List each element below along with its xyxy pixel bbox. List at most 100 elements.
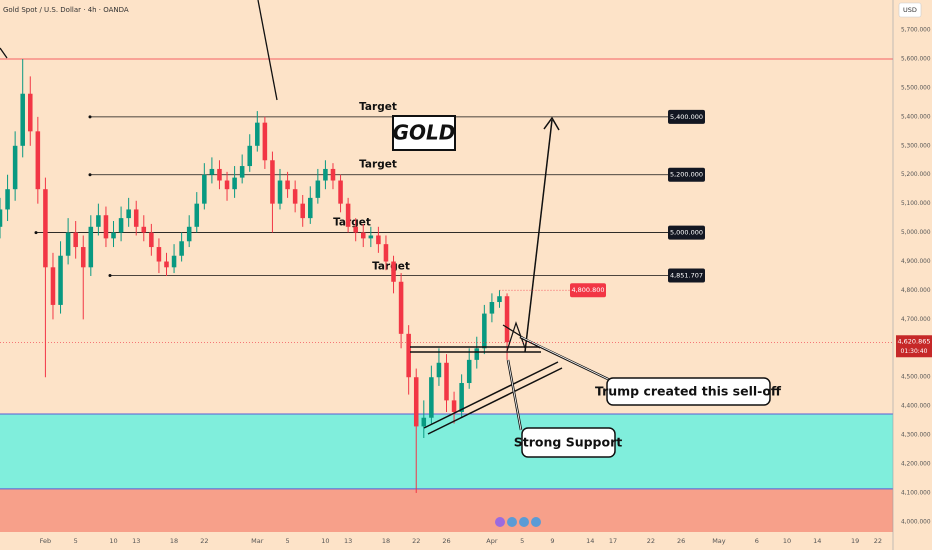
x-tick-label: Feb bbox=[40, 537, 52, 545]
candle-body bbox=[482, 313, 487, 349]
candle-body bbox=[217, 168, 222, 181]
candle-body bbox=[330, 168, 336, 181]
brand-box bbox=[392, 115, 456, 151]
y-tick-label: 5,600.000 bbox=[901, 57, 931, 63]
candle-body bbox=[285, 180, 290, 190]
candle-body bbox=[239, 166, 245, 178]
callout-pointer bbox=[520, 336, 611, 381]
target-label: Target bbox=[359, 159, 397, 171]
candle-body bbox=[300, 203, 305, 219]
candle-body bbox=[43, 189, 48, 268]
chart-title: Gold Spot / U.S. Dollar · 4h · OANDA bbox=[3, 6, 129, 14]
target-label: Target bbox=[333, 217, 371, 229]
trend-line bbox=[0, 47, 8, 59]
candle-body bbox=[497, 296, 502, 303]
candle-body bbox=[194, 203, 200, 227]
x-tick-label: 17 bbox=[609, 537, 617, 545]
candle-body bbox=[323, 168, 328, 181]
y-tick-label: 4,700.000 bbox=[901, 317, 931, 323]
candle-body bbox=[376, 235, 381, 245]
candle-body bbox=[141, 226, 147, 233]
x-tick-label: 5 bbox=[520, 537, 524, 545]
y-tick-label: 4,800.000 bbox=[901, 288, 931, 294]
candle-body bbox=[96, 215, 101, 227]
x-tick-label: 22 bbox=[200, 537, 208, 545]
callout-text: Strong Support bbox=[514, 435, 622, 450]
x-tick-label: 13 bbox=[132, 537, 140, 545]
candle-body bbox=[80, 247, 86, 268]
candle-body bbox=[474, 348, 480, 360]
drawings bbox=[0, 0, 611, 435]
candle-body bbox=[247, 145, 253, 167]
candle-body bbox=[444, 362, 449, 401]
candle-body bbox=[292, 189, 298, 204]
level-tag bbox=[668, 268, 705, 283]
candle-body bbox=[459, 383, 464, 412]
candle-body bbox=[383, 244, 389, 262]
candle-body bbox=[466, 359, 472, 384]
candle-body bbox=[186, 226, 192, 242]
target-anchor bbox=[88, 173, 92, 177]
candle-body bbox=[179, 241, 184, 256]
zone bbox=[0, 488, 893, 532]
candle-body bbox=[421, 417, 427, 427]
candle-body bbox=[88, 226, 94, 268]
candle-body bbox=[103, 215, 109, 239]
candle-body bbox=[0, 209, 3, 227]
candle-body bbox=[202, 174, 207, 204]
brand-label: GOLD bbox=[393, 121, 456, 145]
arrow-head bbox=[543, 116, 560, 131]
candle-body bbox=[270, 160, 275, 204]
callout-text: Trump created this sell-off bbox=[595, 384, 782, 399]
candle-body bbox=[126, 209, 131, 219]
callout-pointer bbox=[507, 359, 522, 431]
y-tick-label: 5,100.000 bbox=[901, 201, 931, 207]
x-tick-label: 6 bbox=[755, 537, 759, 545]
event-icon bbox=[519, 517, 529, 527]
target-label: Target bbox=[359, 101, 397, 113]
y-tick-label: 4,900.000 bbox=[901, 259, 931, 265]
high-tag-label: 4,800.800 bbox=[571, 286, 604, 294]
y-tick-label: 4,100.000 bbox=[901, 490, 931, 496]
candle-body bbox=[345, 203, 351, 227]
zone bbox=[0, 413, 893, 489]
x-tick-label: 18 bbox=[170, 537, 178, 545]
x-tick-label: 19 bbox=[851, 537, 859, 545]
x-tick-label: 18 bbox=[382, 537, 390, 545]
level-tag bbox=[668, 167, 705, 182]
candle-body bbox=[20, 93, 25, 146]
x-tick-label: 13 bbox=[344, 537, 352, 545]
y-tick-label: 4,300.000 bbox=[901, 433, 931, 439]
candle-body bbox=[360, 232, 366, 239]
candle-body bbox=[58, 255, 63, 305]
pennant bbox=[506, 321, 526, 352]
trend-support bbox=[423, 361, 559, 429]
target-arrow bbox=[524, 119, 553, 353]
x-tick-label: 22 bbox=[647, 537, 655, 545]
candle-body bbox=[164, 261, 169, 268]
x-tick-label: Mar bbox=[251, 537, 264, 545]
y-tick-label: 5,300.000 bbox=[901, 143, 931, 149]
level-tag bbox=[668, 109, 705, 124]
x-tick-label: 22 bbox=[874, 537, 882, 545]
x-tick-label: 26 bbox=[677, 537, 685, 545]
candle-body bbox=[224, 180, 230, 190]
candle-body bbox=[277, 180, 283, 204]
candle-body bbox=[232, 177, 237, 190]
x-tick-label: 14 bbox=[813, 537, 821, 545]
candle-body bbox=[429, 377, 434, 418]
high-tag bbox=[570, 283, 606, 298]
price-tag bbox=[896, 335, 932, 358]
candle-body bbox=[28, 93, 33, 132]
currency-label: USD bbox=[903, 6, 917, 14]
y-tick-label: 4,400.000 bbox=[901, 404, 931, 410]
y-tick-label: 5,200.000 bbox=[901, 172, 931, 178]
callout-box bbox=[606, 377, 771, 406]
x-tick-label: Apr bbox=[486, 537, 498, 545]
candle-body bbox=[436, 362, 442, 378]
candle-body bbox=[308, 197, 313, 219]
price-axis bbox=[893, 0, 932, 550]
candle-body bbox=[73, 232, 78, 248]
x-tick-label: 14 bbox=[586, 537, 594, 545]
